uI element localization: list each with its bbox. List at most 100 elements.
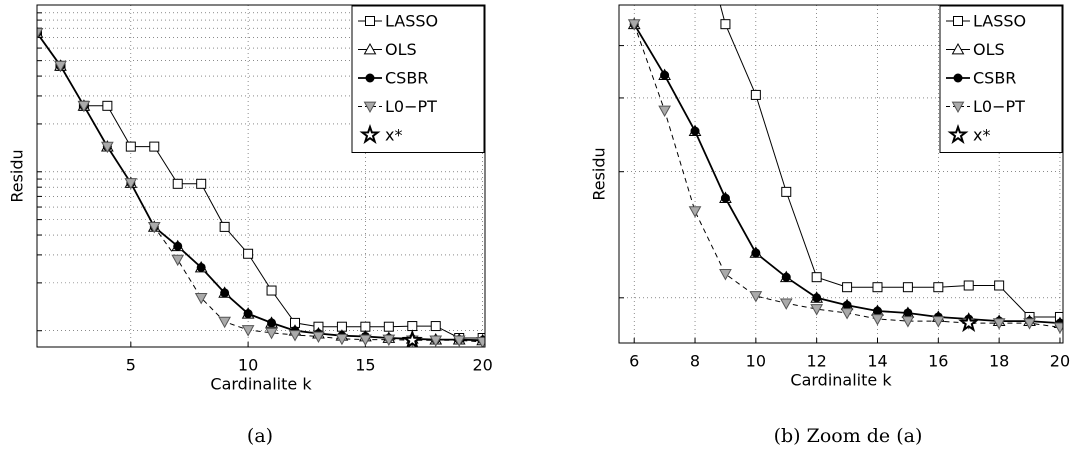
legend-label: CSBR [973,69,1016,88]
marker [720,19,731,30]
x-axis-label: Cardinalite k [210,375,312,394]
marker [749,291,763,303]
marker [958,312,980,333]
legend-marker [951,101,965,114]
marker [779,298,793,310]
legend-marker [365,73,375,83]
marker [994,280,1005,291]
x-tick-label: 20 [1050,352,1070,371]
marker [810,304,824,316]
marker [382,334,396,347]
marker [719,269,732,281]
marker [243,248,254,259]
plot-data [37,26,485,347]
marker [219,221,230,232]
x-tick-label: 14 [867,352,887,371]
marker [124,178,138,190]
marker [335,333,349,346]
legend-label: OLS [385,40,417,59]
legend-marker [951,42,965,55]
chart: 5 10 15 20 LASSO OLS CSBR L0−PT x* Cardinalite k R… [8,4,493,447]
x-tick-label: 18 [989,352,1009,371]
marker [811,272,822,283]
marker [688,206,702,218]
x-tick-label: 16 [928,352,948,371]
x-tick-label: 12 [806,352,826,371]
legend-marker [363,101,377,114]
marker [1023,318,1036,330]
marker [627,19,641,31]
marker [963,280,974,291]
marker [992,318,1006,330]
marker [430,321,441,332]
plot-data [627,5,1063,334]
marker [840,308,854,320]
legend-label: x* [385,126,402,145]
caption: (b) Zoom de (a) [774,425,923,447]
marker [933,282,944,293]
marker [218,316,231,329]
marker [720,193,730,203]
marker [196,262,206,272]
x-tick-label: 6 [629,352,639,371]
legend-label: LASSO [973,12,1026,31]
x-tick-label: 8 [690,352,700,371]
marker [265,327,278,340]
legend-marker [947,123,969,144]
x-tick-label: 15 [355,356,375,375]
marker [173,241,183,251]
y-axis-label: Residu [8,149,27,202]
marker [781,186,792,197]
marker [812,293,822,303]
marker [903,308,913,318]
chart: 6 8 10 12 14 16 18 20 LASSO OLS CSBR L0−PT x* Cardina… [590,4,1070,447]
marker [266,285,277,296]
marker [243,309,253,319]
legend-marker [953,73,963,83]
legend-marker [359,123,381,144]
x-tick-label: 20 [472,356,492,375]
marker [751,248,761,258]
marker [54,60,67,73]
marker [842,300,852,310]
marker [101,141,114,154]
marker [902,282,913,293]
marker [407,321,418,332]
x-tick-label: 10 [746,352,766,371]
legend-marker [365,16,375,26]
marker [401,329,423,347]
x-tick-label: 5 [126,356,136,375]
legend-label: x* [973,126,990,145]
marker [241,325,255,337]
marker [288,330,302,342]
legend-marker [953,16,963,26]
marker [690,126,700,136]
marker [77,100,91,113]
marker [872,306,882,316]
legend-label: LASSO [385,12,438,31]
marker [220,288,230,298]
caption: (a) [247,425,273,447]
marker [383,321,394,332]
marker [196,178,207,189]
marker [360,321,371,332]
marker [931,316,945,328]
marker [872,282,883,293]
marker [901,316,915,328]
marker [147,221,161,234]
marker [660,70,670,80]
y-axis-label: Residu [590,147,609,200]
marker [312,331,325,344]
marker [171,254,185,267]
axes-frame [36,4,486,348]
marker [102,100,113,111]
marker [476,337,485,347]
legend-label: CSBR [385,69,428,88]
legend-label: OLS [973,40,1005,59]
marker [871,314,884,326]
axes-frame [618,4,1064,344]
marker [658,105,671,118]
legend-marker [363,42,377,55]
marker [37,27,44,40]
